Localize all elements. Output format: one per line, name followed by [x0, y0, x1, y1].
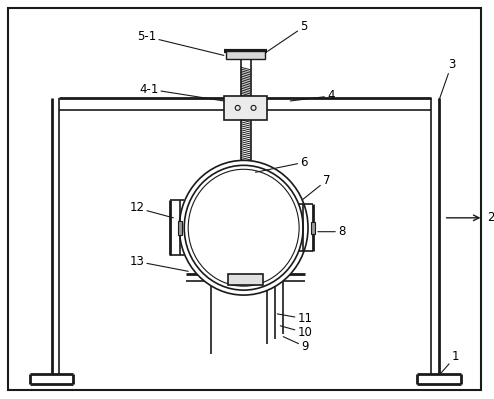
Text: 3: 3 — [439, 58, 455, 101]
Text: 13: 13 — [129, 255, 188, 271]
Text: 2: 2 — [487, 211, 494, 224]
Text: 12: 12 — [129, 201, 173, 218]
Bar — [178, 221, 182, 235]
Bar — [311, 222, 315, 234]
Bar — [238, 170, 253, 180]
Text: 5: 5 — [267, 20, 308, 51]
Text: 6: 6 — [255, 156, 308, 172]
Bar — [228, 274, 263, 285]
Bar — [226, 51, 265, 59]
Text: 9: 9 — [283, 337, 309, 353]
Text: 4: 4 — [290, 89, 334, 103]
Ellipse shape — [188, 169, 299, 286]
Ellipse shape — [179, 160, 308, 295]
Text: 10: 10 — [280, 326, 313, 339]
Text: 11: 11 — [277, 312, 313, 325]
Text: 1: 1 — [441, 350, 459, 373]
Text: 4-1: 4-1 — [139, 83, 224, 101]
Text: 7: 7 — [302, 174, 330, 200]
Text: 8: 8 — [318, 225, 345, 238]
Text: 5-1: 5-1 — [137, 30, 224, 55]
Ellipse shape — [184, 165, 303, 290]
Bar — [224, 96, 267, 120]
